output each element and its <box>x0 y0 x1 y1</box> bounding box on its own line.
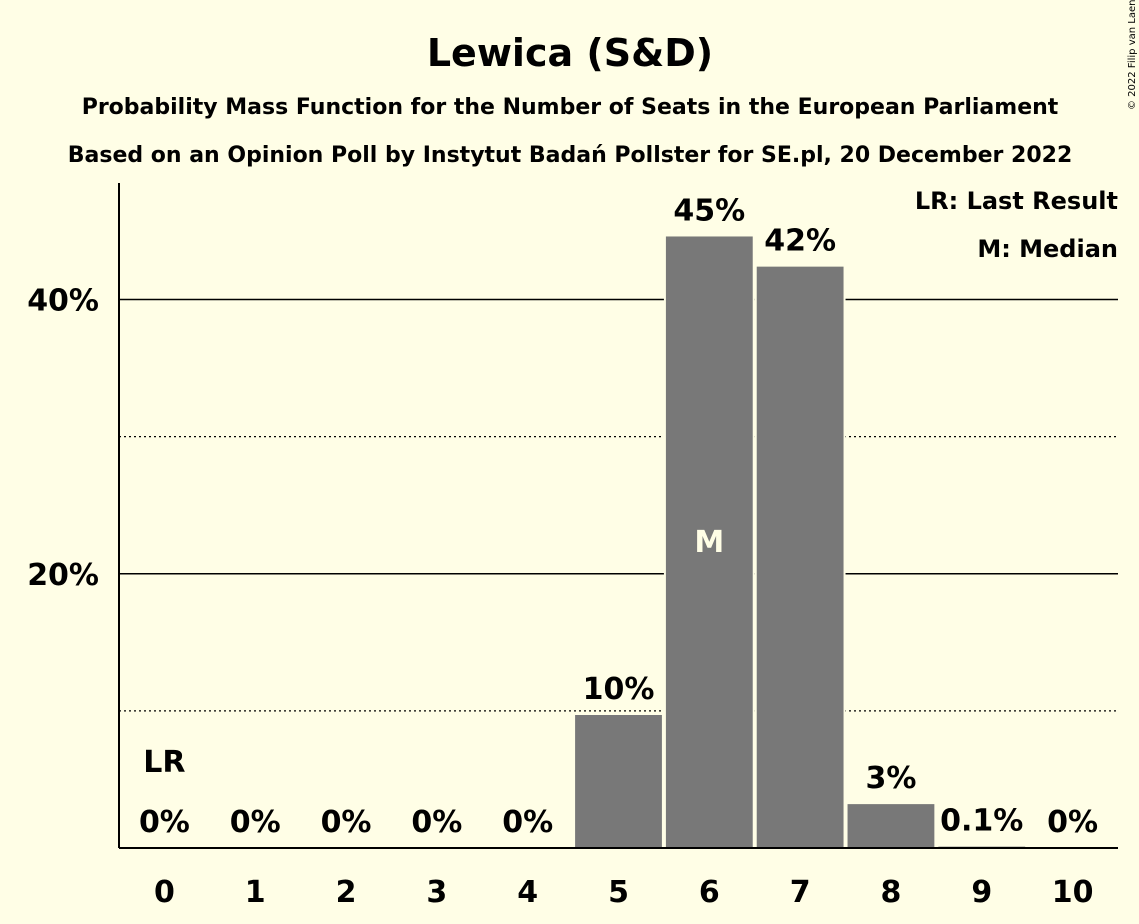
x-tick-label: 10 <box>1052 875 1094 910</box>
bar <box>756 266 844 848</box>
bar-outline <box>936 844 1028 848</box>
last-result-marker: LR <box>143 745 185 780</box>
value-label: 0% <box>502 805 553 840</box>
legend-median: M: Median <box>977 235 1118 263</box>
value-label: 0% <box>139 805 190 840</box>
value-label: 0.1% <box>940 804 1023 839</box>
bar <box>665 236 753 848</box>
value-label: 42% <box>764 224 836 259</box>
bar <box>847 804 935 848</box>
value-label: 0% <box>321 805 372 840</box>
y-tick-label: 40% <box>27 284 99 319</box>
x-tick-label: 0 <box>154 875 175 910</box>
x-tick-label: 7 <box>790 875 811 910</box>
value-label: 0% <box>230 805 281 840</box>
x-tick-label: 8 <box>881 875 902 910</box>
median-marker: M <box>694 525 724 560</box>
x-tick-label: 1 <box>245 875 266 910</box>
grid-layer <box>119 298 1118 712</box>
bar-layer <box>573 234 1028 848</box>
y-tick-label: 20% <box>27 558 99 593</box>
x-tick-label: 6 <box>699 875 720 910</box>
legend-last-result: LR: Last Result <box>915 187 1118 215</box>
chart-subtitle-2: Based on an Opinion Poll by Instytut Bad… <box>68 143 1073 168</box>
x-tick-label: 3 <box>426 875 447 910</box>
label-layer: 20%40%0%00%10%20%30%410%545%642%73%80.1%… <box>27 193 1098 910</box>
chart-title: Lewica (S&D) <box>427 31 713 75</box>
value-label: 45% <box>673 193 745 228</box>
x-tick-label: 4 <box>517 875 538 910</box>
value-label: 0% <box>1047 805 1098 840</box>
bar <box>575 715 662 848</box>
x-tick-label: 2 <box>336 875 357 910</box>
value-label: 0% <box>411 805 462 840</box>
value-label: 10% <box>583 672 655 707</box>
x-tick-label: 9 <box>971 875 992 910</box>
x-tick-label: 5 <box>608 875 629 910</box>
value-label: 3% <box>865 761 916 796</box>
copyright-note: © 2022 Filip van Laenen <box>1127 0 1138 110</box>
chart-subtitle-1: Probability Mass Function for the Number… <box>82 95 1059 120</box>
